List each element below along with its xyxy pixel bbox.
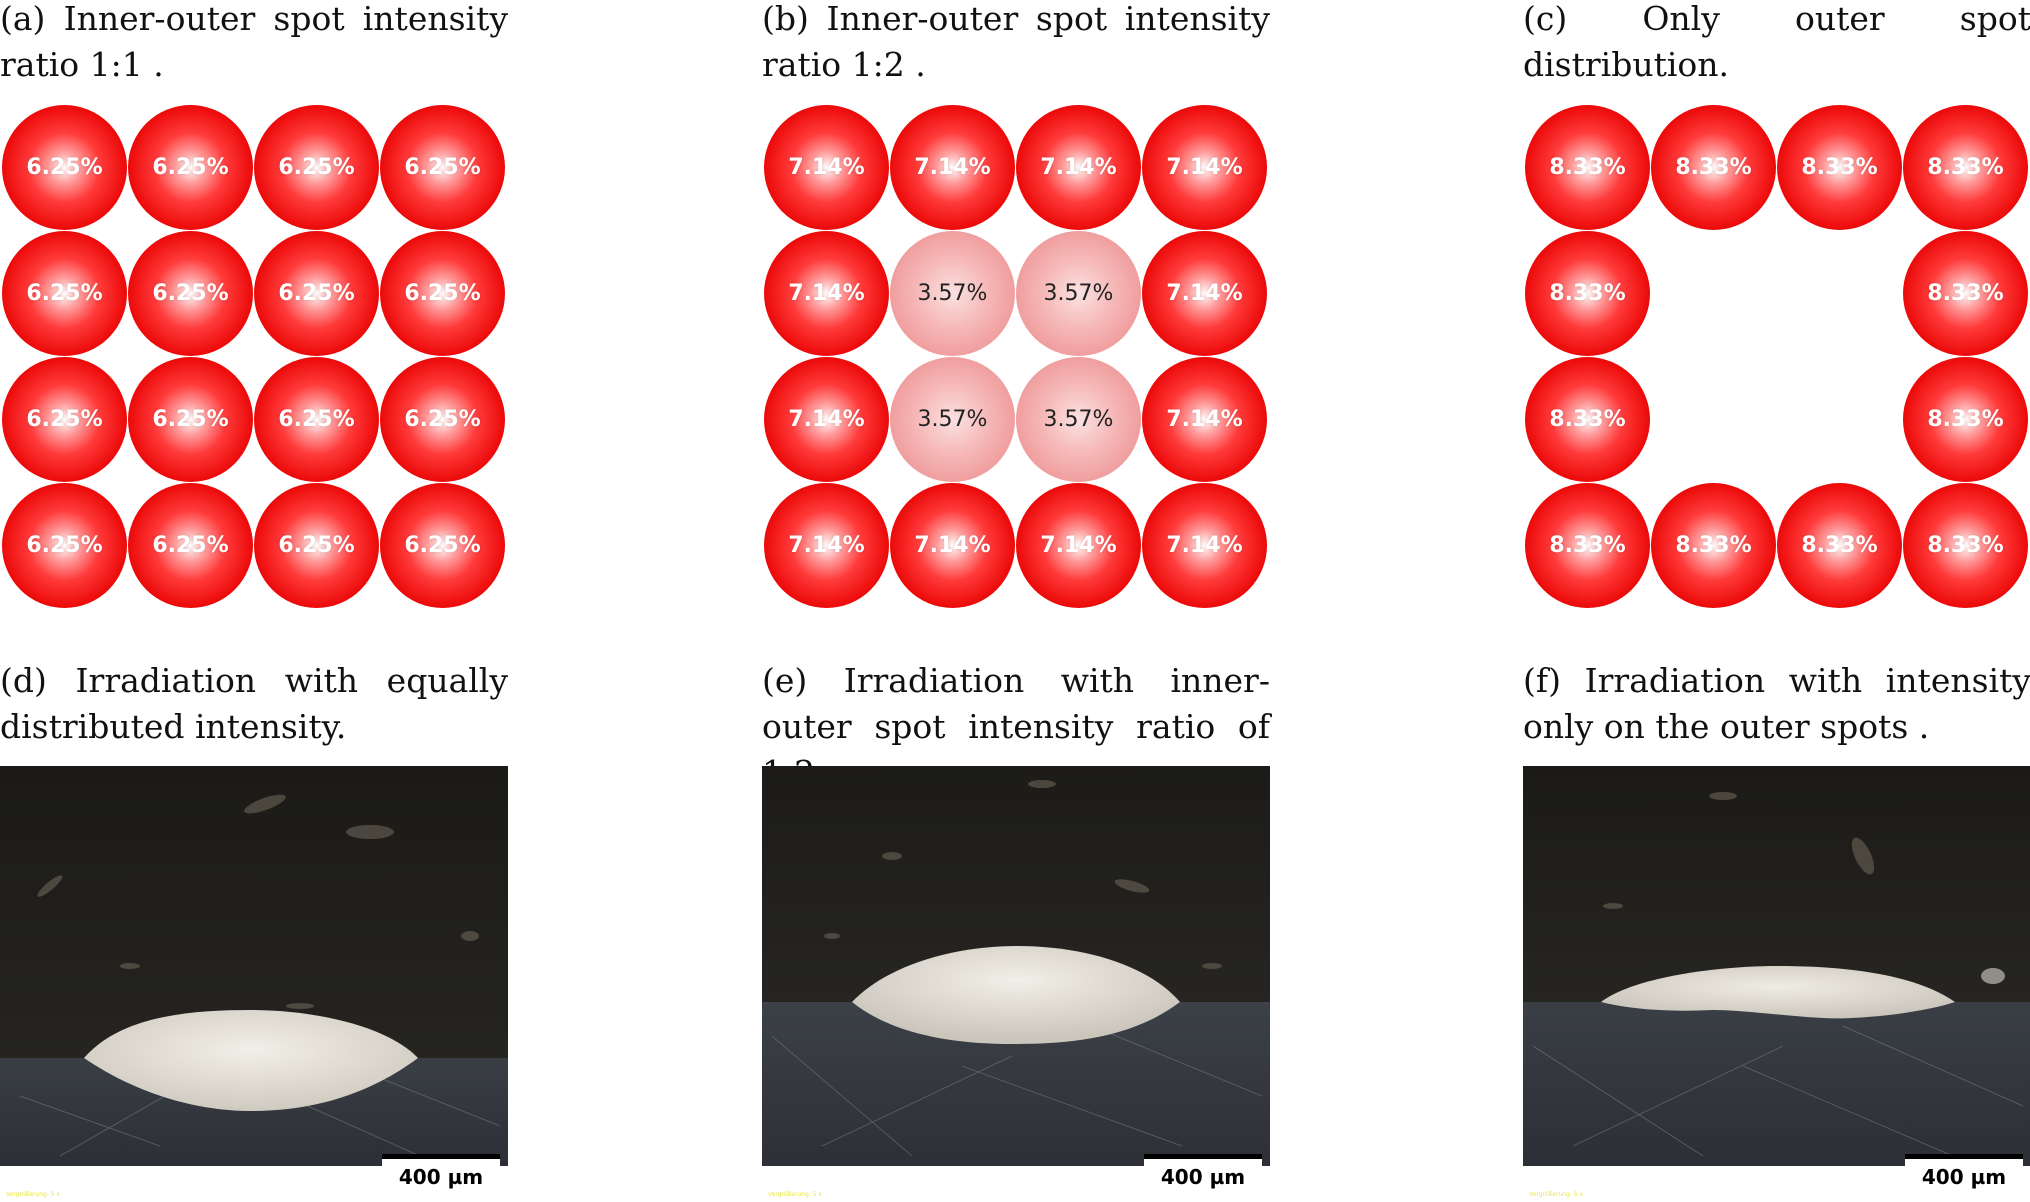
scale-bar-f: 400 µm [1905,1154,2023,1194]
magnification-label-d: Vergrößerung: 5 x [6,1191,61,1198]
spot-b-r1c1: 7.14% [764,105,889,230]
weld-bead-image-f [1523,766,2030,1166]
spot-a-r4c2: 6.25% [128,483,253,608]
spot-c-r3c4: 8.33% [1903,357,2028,482]
spot-a-r3c1: 6.25% [2,357,127,482]
spot-a-r2c2: 6.25% [128,231,253,356]
magnification-label-e: Vergrößerung: 5 x [768,1191,823,1198]
micrograph-d: 400 µm Vergrößerung: 5 x [0,766,508,1202]
spot-grid-b: 7.14% 7.14% 7.14% 7.14% 7.14% 3.57% 3.57% 7.14%… [762,105,1270,613]
spot-c-r3c1: 8.33% [1525,357,1650,482]
spot-a-r2c3: 6.25% [254,231,379,356]
spot-a-r2c4: 6.25% [380,231,505,356]
caption-d: (d) Irradiation with equally distributed… [0,661,508,746]
spot-a-r1c4: 6.25% [380,105,505,230]
spot-c-r4c3: 8.33% [1777,483,1902,608]
spot-a-r1c3: 6.25% [254,105,379,230]
spot-c-r1c2: 8.33% [1651,105,1776,230]
spot-a-r3c4: 6.25% [380,357,505,482]
spot-a-r1c1: 6.25% [2,105,127,230]
micrograph-e: 400 µm Vergrößerung: 5 x [762,766,1270,1202]
spot-grid-a: 6.25% 6.25% 6.25% 6.25% 6.25% 6.25% 6.25% 6.25%… [0,105,508,613]
caption-c: (c) Only outer spot distribution. [1523,0,2030,84]
weld-bead-image-d [0,766,508,1166]
spot-b-r3c2: 3.57% [890,357,1015,482]
spot-c-r1c4: 8.33% [1903,105,2028,230]
weld-bead-image-e [762,766,1270,1166]
spot-b-r4c1: 7.14% [764,483,889,608]
spot-b-r1c4: 7.14% [1142,105,1267,230]
spot-b-r4c2: 7.14% [890,483,1015,608]
spot-c-r4c2: 8.33% [1651,483,1776,608]
caption-f: (f) Irradiation with intensity only on t… [1523,661,2030,746]
spot-a-r2c1: 6.25% [2,231,127,356]
spot-b-r1c3: 7.14% [1016,105,1141,230]
spot-a-r4c1: 6.25% [2,483,127,608]
spot-grid-c: 8.33% 8.33% 8.33% 8.33% 8.33% 8.33% 8.33% 8.33%… [1523,105,2030,613]
spot-b-r2c2: 3.57% [890,231,1015,356]
spot-b-r1c2: 7.14% [890,105,1015,230]
scale-bar-d: 400 µm [382,1154,500,1194]
spot-b-r3c4: 7.14% [1142,357,1267,482]
spot-b-r2c4: 7.14% [1142,231,1267,356]
spot-a-r3c3: 6.25% [254,357,379,482]
spot-b-r4c4: 7.14% [1142,483,1267,608]
spot-c-r2c4: 8.33% [1903,231,2028,356]
micrograph-f: 400 µm Vergrößerung: 5 x [1523,766,2030,1202]
spot-c-r1c1: 8.33% [1525,105,1650,230]
spot-a-r3c2: 6.25% [128,357,253,482]
caption-b: (b) Inner-outer spot intensity ratio 1:2… [762,0,1270,84]
spot-b-r3c1: 7.14% [764,357,889,482]
spot-b-r4c3: 7.14% [1016,483,1141,608]
spot-b-r2c3: 3.57% [1016,231,1141,356]
magnification-label-f: Vergrößerung: 5 x [1529,1191,1584,1198]
spot-a-r1c2: 6.25% [128,105,253,230]
spot-c-r1c3: 8.33% [1777,105,1902,230]
scale-bar-e: 400 µm [1144,1154,1262,1194]
caption-a: (a) Inner-outer spot intensity ratio 1:1… [0,0,508,84]
spot-b-r3c3: 3.57% [1016,357,1141,482]
spot-a-r4c3: 6.25% [254,483,379,608]
spot-c-r4c4: 8.33% [1903,483,2028,608]
spot-a-r4c4: 6.25% [380,483,505,608]
spot-c-r2c1: 8.33% [1525,231,1650,356]
spot-b-r2c1: 7.14% [764,231,889,356]
spot-c-r4c1: 8.33% [1525,483,1650,608]
caption-e: (e) Irradiation with inner-outer spot in… [762,661,1270,792]
